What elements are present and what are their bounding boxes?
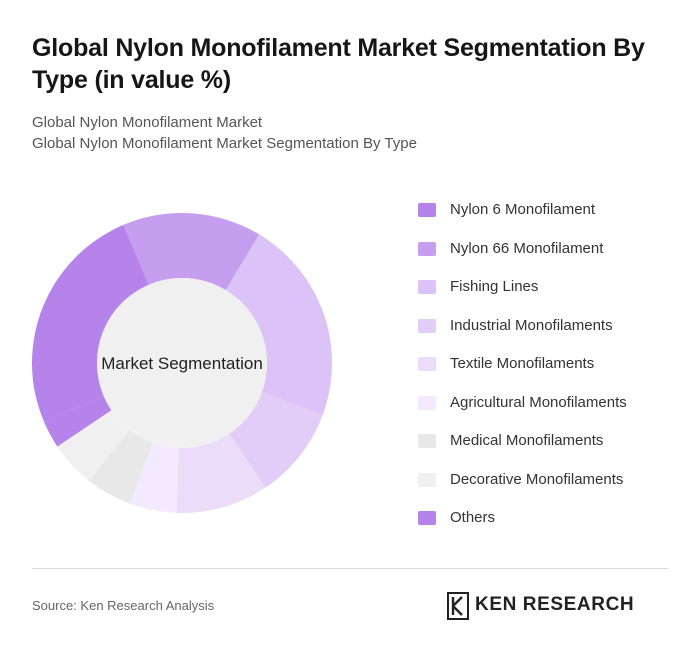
donut-slices <box>32 213 332 514</box>
legend-swatch <box>418 280 436 294</box>
ken-research-logo-text: KEN RESEARCH <box>475 594 635 615</box>
legend-label: Textile Monofilaments <box>450 355 595 372</box>
chart-subtitle-segmentation: Global Nylon Monofilament Market Segment… <box>32 135 417 152</box>
legend-swatch <box>418 434 436 448</box>
ken-research-logo-icon <box>447 592 469 620</box>
donut-slice-decorative-monofilaments <box>57 410 130 481</box>
legend-swatch <box>418 472 436 487</box>
legend-label: Agricultural Monofilaments <box>450 393 627 411</box>
chart-title: Global Nylon Monofilament Market Segment… <box>32 34 645 94</box>
legend-label: Medical Monofilaments <box>450 432 604 449</box>
donut-slice-fishing-lines <box>225 234 332 415</box>
donut-slice-medical-monofilaments <box>89 429 153 504</box>
donut-slice-nylon-66-monofilament <box>123 213 260 291</box>
center-label: Market Segmentation <box>101 354 263 373</box>
donut-slice-textile-monofilaments <box>176 433 266 514</box>
legend-label: Nylon 6 Monofilament <box>450 201 596 218</box>
donut-slice-nylon-6-monofilament <box>32 224 149 422</box>
source-note: Source: Ken Research Analysis <box>32 598 215 613</box>
legend-swatch <box>418 357 436 371</box>
legend-swatch <box>418 241 436 256</box>
legend-label: Others <box>450 509 496 526</box>
donut-slice-others <box>43 396 112 447</box>
legend-label: Fishing Lines <box>450 278 539 295</box>
legend-label: Nylon 66 Monofilament <box>450 239 604 257</box>
legend-label: Decorative Monofilaments <box>450 470 624 488</box>
legend-swatch <box>418 395 436 410</box>
donut-center-disc <box>97 278 267 448</box>
donut-chart: Market Segmentation <box>32 213 332 514</box>
legend-label: Industrial Monofilaments <box>450 316 613 334</box>
legend-swatch <box>418 511 436 525</box>
footer-divider <box>32 568 668 569</box>
donut-slice-industrial-monofilaments <box>229 392 323 488</box>
chart-subtitle-market: Global Nylon Monofilament Market <box>32 114 263 131</box>
donut-slice-agricultural-monofilaments <box>130 442 179 513</box>
legend-swatch <box>418 203 436 217</box>
legend-swatch <box>418 318 436 333</box>
